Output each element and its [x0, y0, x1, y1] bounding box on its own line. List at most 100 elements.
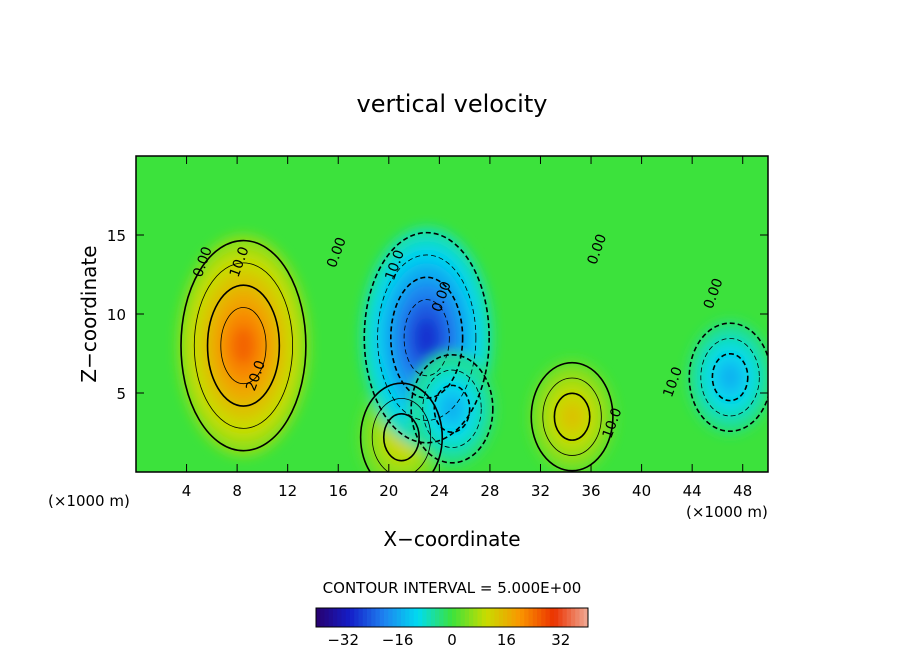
downdraft-band [722, 366, 738, 388]
colorbar-cell [537, 608, 542, 627]
colorbar-cell [528, 608, 534, 627]
colorbar-cell [439, 608, 444, 627]
colorbar-cell [464, 608, 470, 627]
colorbar-cell [418, 608, 423, 627]
colorbar-cell [375, 608, 381, 627]
colorbar-cell [384, 608, 389, 627]
colorbar [316, 608, 589, 627]
colorbar-cell [520, 608, 525, 627]
colorbar-cell [443, 608, 449, 627]
colorbar-cell [409, 608, 415, 627]
x-tick-label: 8 [232, 482, 242, 500]
colorbar-cell [511, 608, 517, 627]
colorbar-cell [456, 608, 461, 627]
updraft-band [231, 325, 256, 366]
colorbar-cell [379, 608, 385, 627]
colorbar-cell [583, 608, 589, 627]
colorbar-cell [426, 608, 432, 627]
colorbar-cell [452, 608, 457, 627]
colorbar-cell [541, 608, 546, 627]
colorbar-cell [549, 608, 555, 627]
contour-line [193, 262, 294, 429]
colorbar-cell [469, 608, 474, 627]
x-tick-label: 28 [480, 482, 499, 500]
colorbar-cell [515, 608, 521, 627]
colorbar-cell [503, 608, 508, 627]
contour-line [359, 382, 444, 472]
colorbar-cell [405, 608, 410, 627]
contour-line [180, 239, 307, 452]
colorbar-cell [413, 608, 419, 627]
downdraft-band [414, 317, 439, 358]
contour-line [553, 392, 591, 441]
colorbar-cell [320, 608, 325, 627]
colorbar-tick-label: 32 [551, 631, 570, 649]
colorbar-cell [490, 608, 495, 627]
colorbar-cell [481, 608, 487, 627]
colorbar-cell [371, 608, 376, 627]
colorbar-frame [315, 607, 589, 628]
colorbar-cell [477, 608, 483, 627]
colorbar-cell [362, 608, 368, 627]
colorbar-cell [367, 608, 372, 627]
y-tick-label: 10 [107, 306, 126, 324]
contour-line [700, 338, 760, 417]
colorbar-cell [388, 608, 393, 627]
colorbar-cell [571, 608, 576, 627]
colorbar-cell [494, 608, 500, 627]
contour-lines [180, 231, 768, 472]
colorbar-cell [558, 608, 563, 627]
colorbar-cell [473, 608, 478, 627]
colorbar-tick-label: 0 [447, 631, 457, 649]
colorbar-cell [328, 608, 334, 627]
y-axis-label: Z−coordinate [77, 245, 101, 382]
contour-line [377, 254, 477, 421]
contour-line [688, 322, 768, 433]
colorbar-cell [545, 608, 551, 627]
contour-line [530, 361, 614, 472]
colorbar-cell [392, 608, 398, 627]
contour-line [433, 384, 471, 434]
colorbar-ticks: −32 −16 0 16 32 [327, 631, 570, 649]
x-unit-left: (×1000 m) [48, 492, 130, 510]
colorbar-cell [435, 608, 440, 627]
y-tick-label: 15 [107, 227, 126, 245]
y-axis: 5 10 15 [107, 227, 768, 403]
colorbar-tick-label: 16 [497, 631, 516, 649]
colorbar-cell [316, 608, 321, 627]
colorbar-cell [524, 608, 529, 627]
colorbar-cell [532, 608, 538, 627]
contour-interval: CONTOUR INTERVAL = 5.000E+00 [323, 579, 582, 597]
colorbar-cell [324, 608, 330, 627]
colorbar-cell [486, 608, 491, 627]
x-tick-label: 40 [632, 482, 651, 500]
colorbar-cell [562, 608, 568, 627]
contour-line [403, 299, 450, 377]
colorbar-cell [554, 608, 559, 627]
colorbar-cell [507, 608, 512, 627]
x-tick-label: 16 [329, 482, 348, 500]
x-tick-label: 12 [278, 482, 297, 500]
contour-line [382, 413, 420, 462]
x-tick-label: 20 [379, 482, 398, 500]
chart-title: vertical velocity [357, 90, 548, 118]
contour-line [363, 231, 490, 444]
contour-line [711, 352, 749, 402]
contour-line [422, 369, 482, 448]
contour-line [410, 353, 494, 464]
colorbar-cell [579, 608, 585, 627]
contour-line [542, 377, 602, 456]
colorbar-cell [566, 608, 572, 627]
colorbar-cell [345, 608, 351, 627]
colorbar-cell [396, 608, 402, 627]
colorbar-cell [575, 608, 580, 627]
colorbar-cell [430, 608, 436, 627]
colorbar-cell [358, 608, 364, 627]
x-tick-label: 32 [531, 482, 550, 500]
contour-line [371, 398, 432, 472]
x-tick-label: 4 [182, 482, 192, 500]
colorbar-cell [498, 608, 504, 627]
x-tick-label: 48 [733, 482, 752, 500]
